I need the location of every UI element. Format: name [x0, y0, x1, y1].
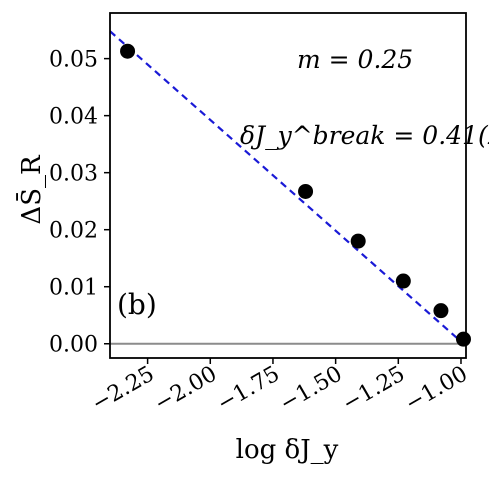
y-tick-label-0: 0.00 — [49, 333, 98, 358]
data-point-1 — [120, 43, 136, 59]
data-point-3 — [350, 233, 366, 249]
x-axis-label: log δJ_y — [236, 435, 339, 465]
y-tick-label-4: 0.04 — [49, 105, 98, 130]
x-tick-label-2: −1.75 — [213, 362, 284, 417]
data-point-6 — [455, 331, 471, 347]
data-points-layer — [120, 43, 471, 347]
x-tick-label-5: −1.00 — [401, 362, 472, 417]
data-point-2 — [298, 183, 314, 199]
panel-label: (b) — [117, 288, 157, 321]
x-tick-label-3: −1.50 — [276, 362, 347, 417]
y-tick-label-3: 0.03 — [49, 162, 98, 187]
fit-line — [109, 30, 465, 345]
x-tick-label-1: −2.00 — [150, 362, 221, 417]
plot-frame — [109, 12, 467, 359]
data-point-4 — [395, 273, 411, 289]
y-axis-label: ΔS̄_R — [15, 154, 47, 225]
data-point-5 — [433, 303, 449, 319]
x-tick-label-0: −2.25 — [88, 362, 159, 417]
x-tick-label-4: −1.25 — [338, 362, 409, 417]
x-ticks: −2.25−2.00−1.75−1.50−1.25−1.00 — [88, 358, 472, 417]
y-tick-label-2: 0.02 — [49, 219, 98, 244]
annotation-break: δJ_y^break = 0.41(2) — [240, 121, 489, 150]
annotation-m: m = 0.25 — [297, 45, 413, 74]
y-tick-label-5: 0.05 — [49, 48, 98, 73]
fit-line-layer — [109, 30, 465, 345]
y-ticks: 0.00 0.01 0.02 0.03 0.04 0.05 — [49, 48, 110, 358]
y-tick-label-1: 0.01 — [49, 276, 98, 301]
